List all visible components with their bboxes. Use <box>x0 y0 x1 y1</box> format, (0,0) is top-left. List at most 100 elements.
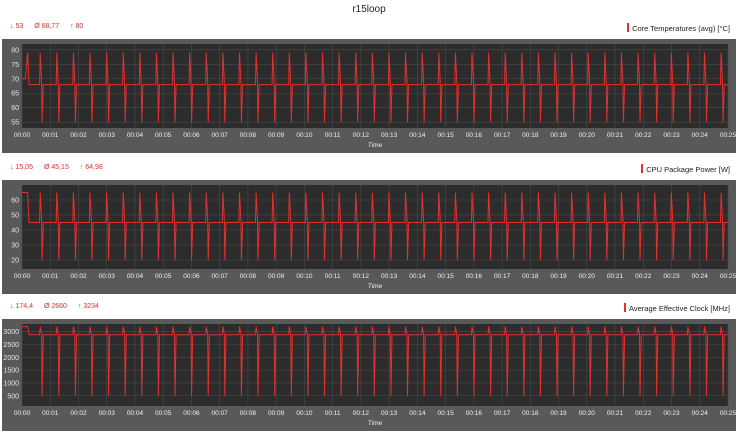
chart-panel-power: ↓ 15,05 Ø 45,15 ↑ 64,98 CPU Package Powe… <box>2 164 737 294</box>
stat-max: ↑ 64,98 <box>79 164 103 171</box>
x-tick-label: 00:21 <box>607 410 624 417</box>
stat-max: ↑ 3234 <box>77 303 99 310</box>
x-tick-label: 00:02 <box>70 132 87 139</box>
x-tick-label: 00:14 <box>409 132 426 139</box>
x-tick-label: 00:07 <box>212 410 229 417</box>
x-tick-label: 00:02 <box>70 273 87 280</box>
chart-panel-clock: ↓ 174,4 Ø 2660 ↑ 3234 Average Effective … <box>2 303 737 431</box>
x-tick-label: 00:23 <box>663 273 680 280</box>
stat-min: ↓ 174,4 <box>10 303 33 310</box>
legend-swatch <box>641 164 644 173</box>
x-tick-label: 00:03 <box>99 410 116 417</box>
x-tick-label: 00:11 <box>325 410 341 417</box>
y-tick-label: 50 <box>11 213 19 220</box>
y-tick-label: 1500 <box>3 368 19 375</box>
y-tick-label: 80 <box>11 47 19 54</box>
x-tick-label: 00:10 <box>296 410 313 417</box>
stats-row: ↓ 53 Ø 68,77 ↑ 80 <box>10 23 92 30</box>
x-tick-label: 00:12 <box>353 132 370 139</box>
x-tick-label: 00:22 <box>635 273 652 280</box>
chart-title: Average Effective Clock [MHz] <box>623 303 730 313</box>
x-tick-label: 00:16 <box>466 273 483 280</box>
y-tick-label: 60 <box>11 198 19 205</box>
x-tick-label: 00:17 <box>494 273 511 280</box>
x-tick-label: 00:22 <box>635 132 652 139</box>
x-tick-label: 00:04 <box>127 132 144 139</box>
x-tick-label: 00:01 <box>42 132 59 139</box>
stat-avg: Ø 45,15 <box>43 164 69 171</box>
x-tick-label: 00:13 <box>381 273 398 280</box>
x-tick-label: 00:07 <box>212 132 229 139</box>
series-line <box>22 52 728 123</box>
stats-row: ↓ 15,05 Ø 45,15 ↑ 64,98 <box>10 164 112 171</box>
chart-temperature: 55 60 65 70 75 80 00:00 00:01 00:02 00:03 00:04 00:… <box>2 39 737 153</box>
x-tick-label: 00:08 <box>240 273 257 280</box>
y-tick-label: 40 <box>11 228 19 235</box>
x-tick-label: 00:25 <box>720 410 737 417</box>
x-tick-label: 00:16 <box>466 132 483 139</box>
x-tick-label: 00:21 <box>607 132 624 139</box>
stat-avg: Ø 2660 <box>43 303 67 310</box>
x-tick-label: 00:01 <box>42 410 59 417</box>
x-tick-label: 00:17 <box>494 410 511 417</box>
x-tick-label: 00:22 <box>635 410 652 417</box>
x-tick-label: 00:11 <box>325 273 341 280</box>
legend-swatch <box>627 23 630 32</box>
y-tick-label: 30 <box>11 243 19 250</box>
x-tick-label: 00:24 <box>692 132 709 139</box>
stat-min: ↓ 15,05 <box>10 164 33 171</box>
x-tick-label: 00:25 <box>720 132 737 139</box>
x-tick-label: 00:15 <box>437 410 454 417</box>
y-tick-label: 3000 <box>3 329 19 336</box>
x-tick-label: 00:20 <box>579 132 596 139</box>
x-tick-label: 00:01 <box>42 273 59 280</box>
chart-title: Core Temperatures (avg) [°C] <box>627 23 730 33</box>
x-tick-label: 00:18 <box>522 273 539 280</box>
x-tick-label: 00:24 <box>692 410 709 417</box>
x-tick-label: 00:19 <box>550 410 567 417</box>
y-tick-label: 2000 <box>3 355 19 362</box>
x-tick-label: 00:10 <box>296 273 313 280</box>
legend-swatch <box>623 303 626 312</box>
x-tick-label: 00:09 <box>268 132 285 139</box>
x-tick-label: 00:12 <box>353 273 370 280</box>
x-tick-label: 00:09 <box>268 273 285 280</box>
y-tick-label: 60 <box>11 105 19 112</box>
x-tick-label: 00:04 <box>127 273 144 280</box>
x-tick-label: 00:07 <box>212 273 229 280</box>
chart-power: 20 30 40 50 60 00:00 00:01 00:02 00:03 00:04 00:05… <box>2 180 737 294</box>
x-tick-label: 00:23 <box>663 410 680 417</box>
x-tick-label: 00:15 <box>437 132 454 139</box>
x-tick-label: 00:23 <box>663 132 680 139</box>
x-axis-label: Time <box>368 283 383 290</box>
x-tick-label: 00:15 <box>437 273 454 280</box>
series-line <box>22 192 728 261</box>
x-tick-label: 00:21 <box>607 273 624 280</box>
x-tick-label: 00:19 <box>550 273 567 280</box>
x-tick-label: 00:06 <box>183 273 200 280</box>
x-tick-label: 00:05 <box>155 410 172 417</box>
x-tick-label: 00:05 <box>155 273 172 280</box>
x-tick-label: 00:12 <box>353 410 370 417</box>
x-tick-label: 00:05 <box>155 132 172 139</box>
x-tick-label: 00:20 <box>579 410 596 417</box>
x-tick-label: 00:08 <box>240 132 257 139</box>
chart-panel-temperature: ↓ 53 Ø 68,77 ↑ 80 Core Temperatures (avg… <box>2 23 737 153</box>
x-axis-label: Time <box>368 142 383 149</box>
page-title: r15loop <box>352 4 386 15</box>
x-tick-label: 00:25 <box>720 273 737 280</box>
x-tick-label: 00:00 <box>14 410 31 417</box>
x-tick-label: 00:06 <box>183 132 200 139</box>
y-tick-label: 75 <box>11 62 19 69</box>
y-tick-label: 2500 <box>3 342 19 349</box>
x-tick-label: 00:16 <box>466 410 483 417</box>
x-tick-label: 00:18 <box>522 410 539 417</box>
x-tick-label: 00:09 <box>268 410 285 417</box>
series-line <box>22 326 728 396</box>
stats-row: ↓ 174,4 Ø 2660 ↑ 3234 <box>10 303 108 310</box>
stat-max: ↑ 80 <box>70 23 84 30</box>
x-tick-label: 00:18 <box>522 132 539 139</box>
x-tick-label: 00:04 <box>127 410 144 417</box>
x-tick-label: 00:19 <box>550 132 567 139</box>
x-tick-label: 00:24 <box>692 273 709 280</box>
